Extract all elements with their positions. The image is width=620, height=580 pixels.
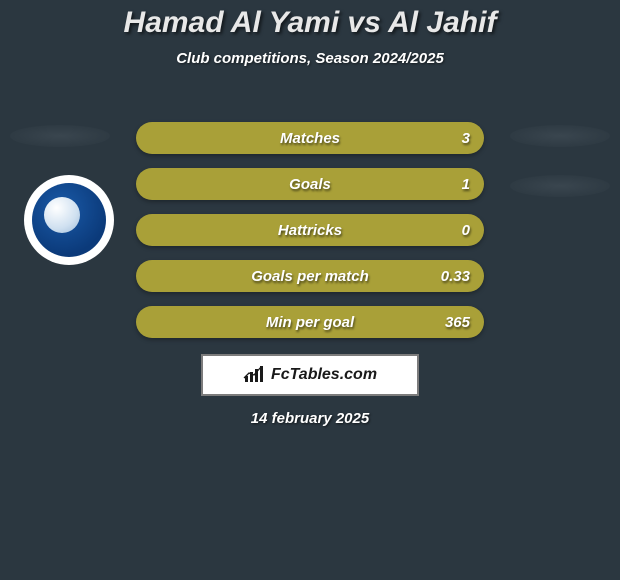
stat-label: Goals per match [136,268,484,285]
branding-box: FcTables.com [201,354,419,396]
brand-text: FcTables.com [271,366,377,384]
stat-label: Goals [136,176,484,193]
player-placeholder-right-1 [510,125,610,147]
comparison-date: 14 february 2025 [0,410,620,427]
stat-bar: Matches3 [136,122,484,154]
stat-bar: Goals1 [136,168,484,200]
stat-label: Hattricks [136,222,484,239]
soccer-ball-icon [44,197,80,233]
player-placeholder-left [10,125,110,147]
stat-value: 3 [462,130,470,147]
stat-bar: Goals per match0.33 [136,260,484,292]
comparison-title: Hamad Al Yami vs Al Jahif [0,0,620,40]
club-badge [24,175,114,265]
stat-value: 1 [462,176,470,193]
stat-label: Min per goal [136,314,484,331]
club-badge-inner [32,183,106,257]
stat-bars: Matches3Goals1Hattricks0Goals per match0… [136,122,484,352]
stat-bar: Min per goal365 [136,306,484,338]
stat-value: 365 [445,314,470,331]
stat-bar: Hattricks0 [136,214,484,246]
stat-value: 0 [462,222,470,239]
player-placeholder-right-2 [510,175,610,197]
comparison-subtitle: Club competitions, Season 2024/2025 [0,50,620,67]
stat-label: Matches [136,130,484,147]
bar-chart-icon [243,366,265,384]
stat-value: 0.33 [441,268,470,285]
